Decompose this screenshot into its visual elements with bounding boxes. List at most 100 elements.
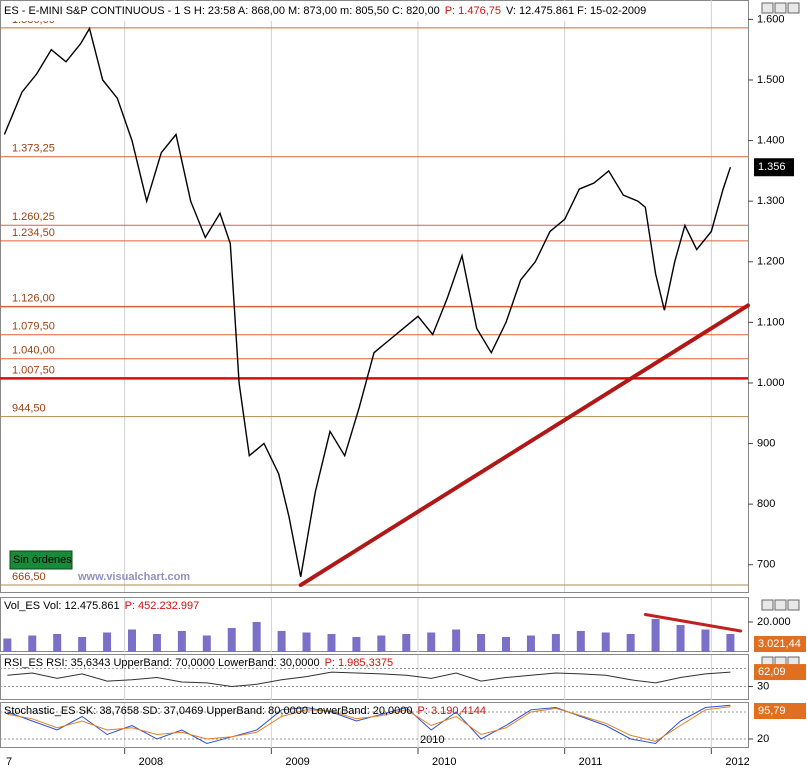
value-box-label: 95,79 <box>758 705 786 717</box>
indicator-line <box>7 706 731 742</box>
value-box-label: 62,09 <box>758 666 786 678</box>
level-label: 1.007,50 <box>12 364 55 376</box>
bar <box>726 634 735 652</box>
bar <box>626 634 635 652</box>
bar <box>202 635 211 652</box>
last-price-box <box>754 158 794 177</box>
badge-box <box>9 550 73 570</box>
y-tick-label: 1.000 <box>757 377 785 389</box>
level-label: 1.079,50 <box>12 321 55 333</box>
header-segment: P: 452.232.997 <box>125 600 200 612</box>
header-box <box>1 1 651 21</box>
header-segment: V: 12.475.861 F: 15-02-2009 <box>506 5 646 17</box>
minimize-button[interactable] <box>761 599 774 611</box>
bar <box>377 635 386 652</box>
minimize-button[interactable] <box>761 2 774 14</box>
x-tick-label: 2012 <box>725 756 749 768</box>
header-segment: P: 1.985,3375 <box>325 657 394 669</box>
main-panel <box>0 0 749 593</box>
value-box <box>754 636 806 652</box>
bar <box>526 635 535 652</box>
bar <box>277 631 286 652</box>
bar <box>576 631 585 652</box>
indicator-line <box>7 671 731 688</box>
panel-header: Stochastic_ES SK: 38,7658 SD: 37,0469 Up… <box>4 705 486 717</box>
bar <box>676 625 685 652</box>
y-tick-label: 20.000 <box>757 616 791 628</box>
bar <box>502 637 510 652</box>
level-label: 1.234,50 <box>12 227 55 239</box>
trendline <box>298 303 750 588</box>
bar <box>352 637 361 652</box>
x-tick-label: 2009 <box>285 756 309 768</box>
bar <box>651 619 660 652</box>
bar <box>252 622 261 652</box>
bar <box>701 629 710 652</box>
x-tick-label: 2008 <box>139 756 163 768</box>
level-label: 1.260,25 <box>12 211 55 223</box>
bar <box>78 637 87 652</box>
bar <box>128 629 136 652</box>
bar <box>3 638 12 652</box>
level-label: 1.373,25 <box>12 143 55 155</box>
y-tick-label: 20 <box>757 733 769 745</box>
y-tick-label: 1.200 <box>757 256 785 268</box>
level-label: 1.040,00 <box>12 345 55 357</box>
price-line <box>3 26 732 578</box>
header-segment: Stochastic_ES SK: 38,7658 SD: 37,0469 Up… <box>4 705 413 717</box>
bar <box>452 629 461 652</box>
header-segment: P: 3.190,4144 <box>418 705 487 717</box>
last-price-label: 1.356 <box>758 161 786 173</box>
bar <box>327 634 336 652</box>
header-segment: Vol_ES Vol: 12.475.861 <box>4 600 120 612</box>
panel-header: ES - E-MINI S&P CONTINUOUS - 1 S H: 23:5… <box>4 5 646 17</box>
y-tick-label: 1.500 <box>757 74 785 86</box>
x-tick-label: 2011 <box>579 756 603 768</box>
close-button[interactable] <box>787 2 800 14</box>
volume-panel <box>0 597 749 652</box>
y-tick-label: 1.300 <box>757 195 785 207</box>
bar <box>402 634 411 652</box>
bar <box>477 634 486 652</box>
stoch-panel <box>0 702 749 748</box>
y-tick-label: 800 <box>757 498 775 510</box>
bar <box>427 632 436 652</box>
panel-header: Vol_ES Vol: 12.475.861 P: 452.232.997 <box>4 600 199 612</box>
y-tick-label: 900 <box>757 437 775 449</box>
level-label: 944,50 <box>12 402 46 414</box>
maximize-button[interactable] <box>774 2 787 14</box>
watermark: www.visualchart.com <box>77 571 190 583</box>
y-tick-label: 1.100 <box>757 316 785 328</box>
bar <box>53 634 62 652</box>
value-box <box>754 664 806 681</box>
bar <box>28 635 37 652</box>
level-label: 666,50 <box>12 571 46 583</box>
bar <box>227 628 236 652</box>
x-tick-label: 7 <box>6 756 12 768</box>
bar <box>152 634 161 652</box>
header-segment: P: 1.476,75 <box>445 5 501 17</box>
bar <box>177 631 186 652</box>
bar <box>302 632 311 652</box>
value-box <box>754 703 806 719</box>
trendline <box>643 613 743 633</box>
maximize-button[interactable] <box>774 599 787 611</box>
badge-label: Sin órdenes <box>13 554 72 566</box>
x-tick-label: 2010 <box>432 756 456 768</box>
bar <box>551 634 560 652</box>
panel-header: RSI_ES RSI: 35,6343 UpperBand: 70,0000 L… <box>4 657 393 669</box>
level-label: 1.126,00 <box>12 293 55 305</box>
y-tick-label: 700 <box>757 559 775 571</box>
header-segment: RSI_ES RSI: 35,6343 UpperBand: 70,0000 L… <box>4 657 320 669</box>
y-tick-label: 1.600 <box>757 13 785 25</box>
y-tick-label: 1.400 <box>757 134 785 146</box>
inner-label: 2010 <box>420 734 444 746</box>
y-tick-label: 30 <box>757 680 769 692</box>
value-box-label: 3.021,44 <box>758 638 801 650</box>
close-button[interactable] <box>787 599 800 611</box>
header-segment: ES - E-MINI S&P CONTINUOUS - 1 S H: 23:5… <box>4 5 440 17</box>
bar <box>103 632 112 652</box>
bar <box>601 632 610 652</box>
